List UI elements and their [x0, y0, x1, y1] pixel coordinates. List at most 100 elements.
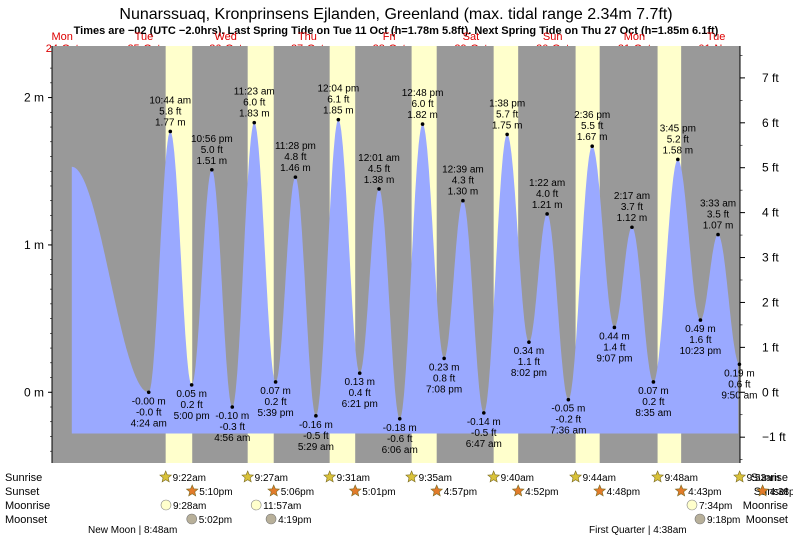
tide-point [590, 144, 594, 148]
tide-label: -0.5 ft [303, 431, 329, 442]
sunset-icon [267, 484, 281, 497]
tide-point [146, 390, 151, 395]
tide-label: 0.44 m [599, 331, 630, 342]
tide-label: 1.75 m [492, 120, 523, 131]
sunset-icon [511, 484, 525, 497]
moonrise-time: 11:57am [263, 501, 301, 512]
tide-label: -0.5 ft [471, 428, 497, 439]
sunrise-icon [487, 470, 501, 483]
tide-point [336, 117, 341, 122]
tide-label: 1.21 m [532, 200, 563, 211]
sunset-icon [593, 484, 607, 497]
tide-label: 1:38 pm [489, 98, 525, 109]
row-label-right: Moonrise [743, 500, 788, 512]
moonrise-time: 7:34pm [699, 501, 732, 512]
sunset-time: 4:52pm [525, 487, 558, 498]
tide-label: 5.8 ft [159, 106, 181, 117]
tide-label: -0.14 m [467, 417, 501, 428]
moonrise-time: 9:28am [173, 501, 206, 512]
tide-label: 10:56 pm [191, 134, 233, 145]
sunrise-time: 9:31am [337, 473, 370, 484]
tide-label: 0.19 m [724, 368, 755, 379]
day-label-dow: Tue [135, 31, 154, 43]
tide-label: 4.0 ft [536, 189, 558, 200]
tide-label: 1.82 m [407, 110, 438, 121]
tide-label: -0.6 ft [387, 434, 413, 445]
tide-point [566, 397, 571, 402]
tide-label: 12:48 pm [402, 88, 444, 99]
row-label-left: Sunset [5, 486, 39, 498]
tide-label: 5:00 pm [174, 411, 210, 422]
sunrise-icon [159, 470, 173, 483]
tide-label: 1.6 ft [689, 335, 711, 346]
sunrise-time: 9:48am [665, 473, 698, 484]
moon-phase-label: First Quarter | 4:38am [589, 525, 687, 536]
day-label-dow: Sat [463, 31, 480, 43]
tide-label: 9:50 am [721, 390, 757, 401]
tide-label: 1.85 m [323, 106, 354, 117]
row-label-left: Moonset [5, 514, 47, 526]
tide-label: 5:39 pm [258, 408, 294, 419]
tide-label: 6.0 ft [243, 98, 265, 109]
y-axis-feet: 7 ft 6 ft 5 ft 4 ft 3 ft 2 ft 1 ft 0 ft −1 ft [739, 46, 786, 463]
tide-point [698, 318, 703, 322]
tide-label: 7:08 pm [426, 384, 462, 395]
sunset-time: 4:43pm [688, 487, 721, 498]
tide-label: 1.30 m [448, 187, 479, 198]
tide-label: 0.2 ft [181, 400, 203, 411]
tide-point [737, 362, 742, 367]
tide-label: 5:29 am [298, 442, 334, 453]
tide-point [612, 325, 617, 330]
tide-label: 0.05 m [176, 389, 207, 400]
tide-curve [71, 119, 739, 434]
y-tick-label-ft: 4 ft [762, 206, 779, 220]
sunrise-icon [569, 470, 583, 483]
sunrise-time: 9:22am [173, 473, 206, 484]
y-tick-label-ft: 6 ft [762, 116, 779, 130]
tide-label: 2:36 pm [574, 110, 610, 121]
moonset-time: 4:19pm [278, 515, 311, 526]
sunset-time: 5:10pm [199, 487, 232, 498]
y-tick-label-ft: 2 ft [762, 295, 779, 309]
tide-label: 6:06 am [382, 445, 418, 456]
sunrise-time: 9:40am [501, 473, 534, 484]
tide-label: 0.8 ft [433, 373, 455, 384]
tide-point [716, 232, 720, 237]
sunrise-icon [323, 470, 337, 483]
tide-label: 12:04 pm [317, 84, 359, 95]
tide-label: 10:44 am [149, 95, 191, 106]
tide-label: 0.07 m [638, 386, 669, 397]
tide-label: 3.5 ft [707, 210, 729, 221]
day-label-dow: Mon [52, 31, 73, 43]
sunset-icon [430, 484, 444, 497]
day-label-dow: Thu [298, 31, 317, 43]
tide-point [630, 225, 634, 230]
tide-point [252, 120, 257, 125]
tide-label: 8:02 pm [511, 368, 547, 379]
chart-subtitle: Times are −02 (UTC −2.0hrs). Last Spring… [74, 25, 719, 37]
tide-label: 1.67 m [577, 132, 608, 143]
tide-label: 8:35 am [635, 408, 671, 419]
tide-point [189, 383, 194, 387]
y-tick-label-m: 2 m [24, 91, 44, 105]
tide-label: 1.4 ft [603, 342, 625, 353]
tide-label: 1.46 m [280, 163, 311, 174]
row-label-right: Moonset [746, 514, 788, 526]
tide-label: -0.18 m [383, 423, 417, 434]
y-tick-label-m: 1 m [24, 238, 44, 252]
tide-label: 6.1 ft [327, 95, 349, 106]
moon-phase-label: New Moon | 8:48am [88, 525, 177, 536]
tide-point [210, 167, 214, 172]
tide-label: 10:23 pm [680, 346, 722, 357]
sunrise-time: 9:35am [419, 473, 452, 484]
moonrise-icon [250, 499, 262, 511]
tide-label: 1.83 m [239, 109, 270, 120]
tide-label: 2:17 am [614, 191, 650, 202]
tide-label: -0.0 ft [136, 407, 162, 418]
tide-label: -0.05 m [551, 404, 585, 415]
tide-label: 1:22 am [529, 178, 565, 189]
tide-point [527, 340, 531, 344]
tide-label: 0.13 m [344, 377, 375, 388]
tide-point [397, 416, 402, 421]
